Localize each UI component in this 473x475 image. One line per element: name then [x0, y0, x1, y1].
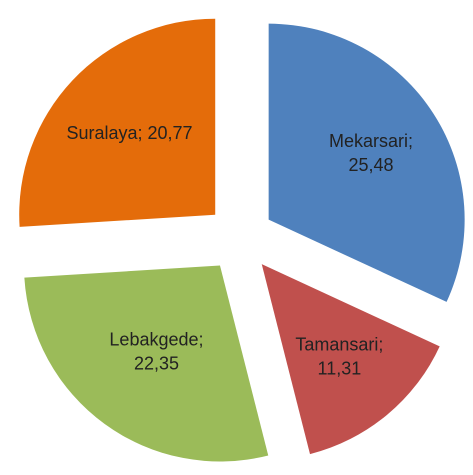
data-label: Tamansari; 11,31	[295, 334, 383, 378]
data-label-line: 11,31	[318, 358, 362, 378]
data-label-line: Lebakgede;	[109, 329, 203, 349]
data-label: Lebakgede; 22,35	[109, 329, 203, 373]
data-label-line: 25,48	[348, 155, 393, 175]
data-label-line: Tamansari;	[295, 334, 383, 354]
pie-slice	[24, 265, 269, 462]
data-label: Suralaya; 20,77	[66, 123, 192, 143]
data-label-line: Mekarsari;	[329, 131, 413, 151]
data-label: Mekarsari; 25,48	[329, 131, 413, 175]
data-label-line: 22,35	[134, 353, 179, 373]
pie-slice	[19, 18, 216, 227]
pie-slice	[261, 264, 440, 455]
pie-slice	[268, 23, 465, 302]
